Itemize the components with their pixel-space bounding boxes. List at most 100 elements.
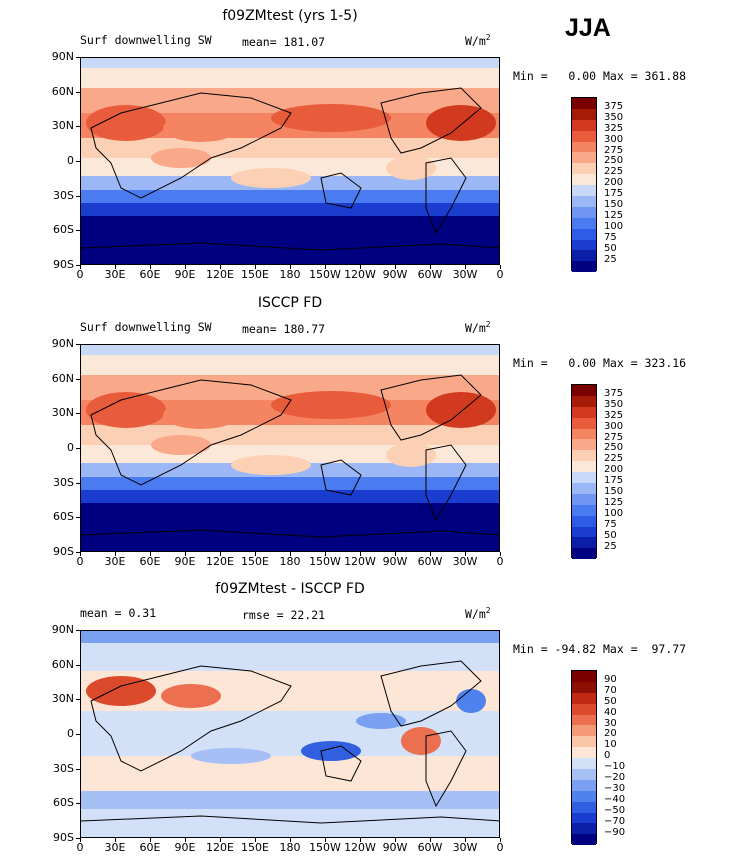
lon-tick	[255, 265, 256, 269]
lon-label: 60W	[417, 841, 443, 854]
colorbar-segment	[572, 769, 596, 780]
coastline	[320, 745, 362, 782]
lon-tick	[185, 265, 186, 269]
contour-blob	[191, 748, 271, 764]
panel-title: f09ZMtest (yrs 1-5)	[222, 8, 358, 24]
colorbar-segment	[572, 483, 596, 494]
lon-tick	[255, 552, 256, 556]
lat-tick	[76, 195, 80, 197]
lat-label: 30S	[53, 475, 74, 489]
lon-tick	[360, 265, 361, 269]
units-label: W/m2	[465, 33, 491, 48]
lon-tick	[325, 552, 326, 556]
lon-label: 0	[76, 841, 84, 854]
contour-band	[81, 490, 499, 503]
lon-label: 150W	[309, 841, 341, 854]
colorbar-label: 200	[604, 177, 624, 189]
contour-blob	[161, 684, 221, 708]
colorbar-label: 40	[604, 706, 617, 718]
lon-tick	[150, 552, 151, 556]
colorbar-label: 300	[604, 420, 624, 432]
colorbar-segment	[572, 779, 596, 791]
lat-label: 60S	[53, 510, 74, 524]
colorbar-label: 25	[604, 540, 617, 552]
colorbar-segment	[572, 439, 596, 451]
lon-tick	[220, 265, 221, 269]
lon-label: 120E	[206, 555, 234, 568]
colorbar-label: 30	[604, 717, 617, 729]
lat-tick	[76, 344, 80, 345]
lon-label: 60E	[139, 555, 161, 568]
contour-blob	[426, 105, 496, 141]
colorbar-label: −40	[604, 793, 626, 805]
lon-label: 180	[279, 555, 301, 568]
lon-label: 90E	[174, 555, 196, 568]
colorbar-segment	[572, 250, 596, 262]
map-svg	[81, 345, 499, 551]
lat-label: 60S	[53, 796, 74, 810]
units-label: W/m2	[465, 320, 491, 335]
contour-blob	[401, 727, 441, 755]
colorbar-label: 175	[604, 188, 624, 200]
colorbar-segment	[572, 108, 596, 120]
lon-tick	[325, 838, 326, 842]
colorbar-label: 225	[604, 166, 624, 178]
lon-tick	[500, 552, 501, 556]
lat-tick	[76, 265, 80, 266]
colorbar-segment	[572, 692, 596, 704]
colorbar-label: 10	[604, 739, 617, 751]
coastline	[320, 172, 362, 209]
colorbar-label: 150	[604, 486, 624, 497]
units-text: W/m	[465, 606, 486, 621]
colorbar-label: 350	[604, 111, 624, 123]
lat-label: 60S	[53, 223, 74, 237]
colorbar-segment	[572, 703, 596, 715]
lat-tick	[76, 57, 80, 58]
colorbar-label: −50	[604, 804, 626, 816]
colorbar-label: 100	[604, 220, 624, 232]
colorbar-segment	[572, 823, 596, 835]
lon-label: 60E	[139, 268, 161, 281]
colorbar-segment	[572, 790, 596, 802]
lon-tick	[115, 552, 116, 556]
coastline	[90, 92, 292, 199]
colorbar-segment	[572, 228, 596, 240]
lat-tick	[76, 161, 80, 162]
colorbar-segment	[572, 239, 596, 251]
lat-label: 90N	[51, 50, 74, 63]
lon-label: 60W	[417, 268, 443, 281]
contour-blob	[271, 104, 391, 132]
lat-label: 90S	[53, 831, 74, 844]
colorbar-segment	[572, 217, 596, 229]
colorbar-segment	[572, 395, 596, 407]
colorbar-segment	[572, 206, 596, 218]
colorbar-segment	[572, 417, 596, 429]
lon-tick	[290, 265, 291, 269]
colorbar-label: −10	[604, 761, 626, 773]
lon-label: 180	[279, 841, 301, 854]
lat-tick	[76, 699, 80, 701]
colorbar-label: −90	[604, 826, 626, 838]
colorbar-segment	[572, 450, 596, 462]
lat-tick	[76, 126, 80, 128]
coastline	[90, 665, 292, 772]
lon-label: 30W	[452, 268, 478, 281]
colorbar-label: −20	[604, 772, 626, 783]
contour-map	[80, 57, 500, 265]
units-exponent: 2	[485, 320, 491, 329]
colorbar-segment	[572, 671, 596, 682]
min-max-label: Min = 0.00 Max = 323.16	[513, 356, 687, 370]
lon-label: 120E	[206, 268, 234, 281]
coastline	[81, 242, 499, 251]
lat-label: 30N	[51, 692, 74, 706]
lon-label: 30W	[452, 555, 478, 568]
lat-label: 30N	[51, 119, 74, 133]
min-max-label: Min = -94.82 Max = 97.77	[513, 642, 687, 656]
colorbar-segment	[572, 261, 596, 273]
lon-tick	[185, 838, 186, 842]
colorbar-segment	[572, 185, 596, 197]
contour-blob	[231, 168, 311, 188]
panel-title: f09ZMtest - ISCCP FD	[215, 581, 365, 597]
contour-blob	[456, 689, 486, 713]
contour-blob	[86, 392, 166, 428]
